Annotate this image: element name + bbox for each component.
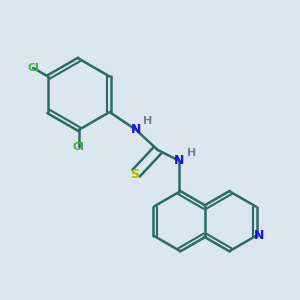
Text: Cl: Cl (73, 142, 85, 152)
Text: H: H (187, 148, 196, 158)
Text: Cl: Cl (27, 63, 39, 73)
Text: N: N (254, 230, 265, 242)
Text: S: S (130, 168, 139, 181)
Text: N: N (174, 154, 184, 167)
Text: H: H (143, 116, 152, 126)
Text: N: N (131, 123, 141, 136)
